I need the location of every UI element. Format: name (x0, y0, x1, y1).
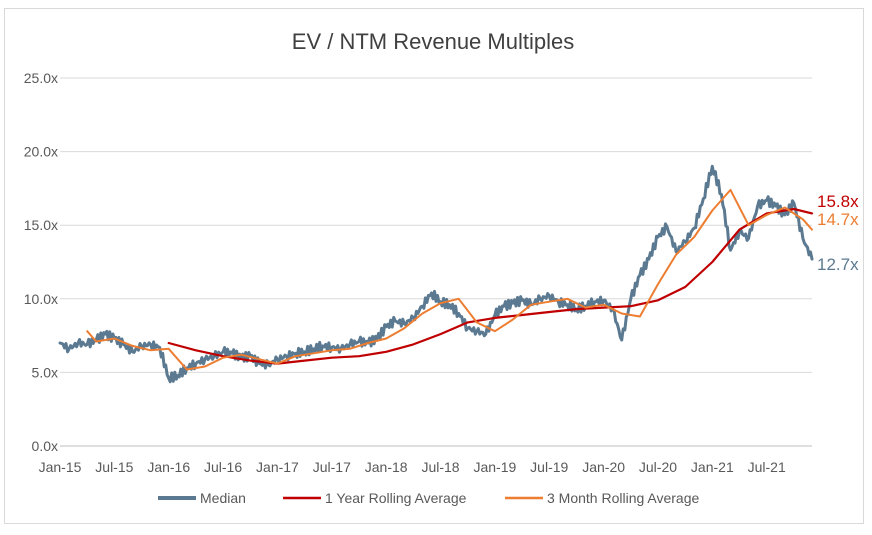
x-tick-label: Jan-17 (256, 459, 299, 475)
y-tick-label: 10.0x (24, 291, 58, 307)
end-value-label: 12.7x (817, 255, 859, 274)
x-tick-label: Jul-19 (530, 459, 568, 475)
chart-title: EV / NTM Revenue Multiples (292, 29, 574, 54)
legend-label: Median (200, 490, 246, 506)
y-tick-label: 0.0x (32, 438, 58, 454)
legend-label: 3 Month Rolling Average (547, 490, 699, 506)
x-tick-label: Jul-16 (204, 459, 242, 475)
x-tick-label: Jul-18 (421, 459, 459, 475)
chart-frame (4, 8, 864, 524)
y-tick-label: 20.0x (24, 144, 58, 160)
legend: Median 1 Year Rolling Average 3 Month Roll… (158, 490, 699, 506)
x-tick-label: Jul-20 (639, 459, 677, 475)
x-tick-label: Jan-16 (147, 459, 190, 475)
x-tick-label: Jul-17 (313, 459, 351, 475)
x-tick-label: Jan-21 (691, 459, 734, 475)
end-value-label: 15.8x (817, 192, 859, 211)
y-tick-labels: 0.0x 5.0x 10.0x 15.0x 20.0x 25.0x (24, 70, 58, 454)
grid-lines (60, 77, 812, 447)
x-tick-label: Jul-15 (95, 459, 133, 475)
series-line-1-year-rolling-average (167, 207, 814, 365)
x-tick-label: Jan-20 (582, 459, 625, 475)
series-line-3-month-rolling-average (86, 188, 813, 371)
series-lines (58, 164, 814, 384)
x-tick-label: Jan-18 (365, 459, 408, 475)
x-tick-label: Jul-21 (748, 459, 786, 475)
x-tick-labels: Jan-15 Jul-15 Jan-16 Jul-16 Jan-17 Jul-17 Jan-… (39, 459, 786, 475)
legend-label: 1 Year Rolling Average (325, 490, 467, 506)
y-tick-label: 5.0x (32, 364, 58, 380)
y-tick-label: 15.0x (24, 217, 58, 233)
y-tick-label: 25.0x (24, 70, 58, 86)
x-tick-label: Jan-15 (39, 459, 82, 475)
end-value-label: 14.7x (817, 210, 859, 229)
x-tick-label: Jan-19 (473, 459, 516, 475)
